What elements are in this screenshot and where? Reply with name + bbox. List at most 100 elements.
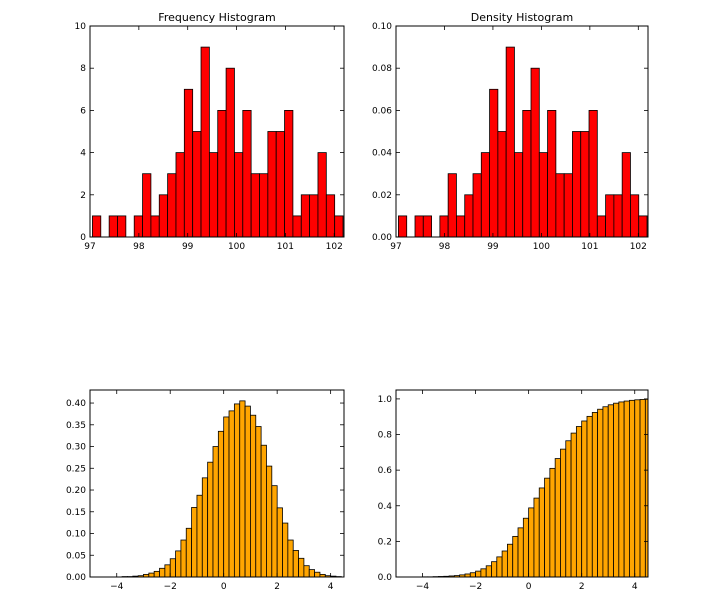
bar (148, 572, 155, 578)
bar (602, 406, 609, 578)
bar (501, 550, 508, 578)
chart-density-histogram: 97 98 99 100 101 102 0.00 0.02 0.04 0.06 0.08 0.10 D… (372, 11, 649, 252)
bar (150, 215, 160, 238)
bar (618, 401, 625, 578)
bar (629, 399, 636, 578)
bar (175, 152, 185, 238)
bar (591, 412, 598, 578)
bar (639, 399, 646, 578)
bar (580, 131, 590, 238)
x-tick-label: 0 (526, 582, 532, 592)
bar (217, 110, 227, 238)
bar (158, 194, 169, 238)
bar (491, 561, 498, 578)
x-tick-label: 102 (326, 242, 343, 252)
bar (200, 46, 210, 238)
x-tick-label: −4 (110, 582, 124, 592)
bar (533, 497, 540, 578)
x-tick-label: 0 (221, 582, 227, 592)
bar (287, 539, 294, 578)
bar (309, 194, 319, 238)
bar (242, 110, 252, 238)
bar (472, 173, 482, 238)
bar (547, 110, 557, 238)
bar (300, 194, 311, 238)
bar (298, 557, 305, 578)
x-tick-label: −4 (416, 582, 430, 592)
x-tick-label: 99 (487, 242, 499, 252)
bar (207, 461, 214, 578)
y-tick-label: 0.30 (66, 443, 86, 453)
chart-title: Density Histogram (471, 11, 573, 24)
bar (276, 507, 283, 578)
bar (325, 194, 336, 238)
bar (334, 215, 344, 238)
bar (196, 494, 203, 578)
x-tick-label: 97 (84, 242, 95, 252)
bar (292, 215, 302, 238)
y-tick-label: 0.06 (372, 106, 392, 116)
chart-cumulative-histogram: −4 −2 0 2 4 0.0 0.2 0.4 0.6 0.8 1.0 (378, 389, 649, 592)
chart-frequency-histogram: 97 98 99 100 101 102 0 2 4 6 8 10 Frequency Histogra… (75, 11, 345, 252)
bar (108, 215, 118, 238)
y-tick-label: 0.35 (66, 421, 86, 431)
x-tick-label: 98 (439, 242, 451, 252)
bar (607, 404, 614, 578)
chart-normal-histogram: −4 −2 0 2 4 0.00 0.05 0.10 0.15 0.20 0.25 0.30 0.35 0… (66, 389, 345, 592)
bar (475, 570, 482, 578)
bar (284, 110, 294, 238)
x-tick-label: 102 (630, 242, 647, 252)
y-tick-label: 0.4 (378, 502, 393, 512)
x-tick-label: 99 (182, 242, 194, 252)
y-tick-label: 0.40 (66, 399, 86, 409)
bar (250, 173, 260, 238)
bar (192, 131, 202, 238)
bar (266, 465, 273, 578)
plot-frame (395, 389, 649, 578)
bar (586, 415, 593, 578)
y-tick-label: 10 (75, 22, 87, 32)
bar (613, 194, 623, 238)
bar (164, 564, 171, 578)
y-tick-label: 4 (80, 149, 86, 159)
bar (233, 403, 241, 578)
x-tick-label: 4 (328, 582, 334, 592)
bar (169, 558, 176, 578)
y-tick-label: 1.0 (378, 395, 393, 405)
bar (605, 194, 615, 238)
bar (464, 194, 474, 238)
x-tick-label: 101 (581, 242, 598, 252)
bar (572, 131, 582, 238)
bar (507, 543, 514, 578)
chart-title: Frequency Histogram (158, 11, 275, 24)
y-tick-label: 0.02 (372, 191, 392, 201)
bar (563, 173, 573, 238)
bar (489, 88, 499, 238)
bar (303, 565, 310, 578)
bar (456, 215, 466, 238)
bar (514, 152, 524, 238)
bar (185, 527, 192, 578)
bar (228, 410, 235, 578)
bar (244, 405, 251, 578)
bar (447, 173, 457, 238)
y-tick-label: 6 (80, 106, 86, 116)
bar (480, 568, 487, 578)
bar (282, 522, 289, 578)
x-tick-label: 4 (632, 582, 638, 592)
x-tick-label: 100 (533, 242, 550, 252)
y-tick-label: 0.00 (66, 573, 86, 583)
bar (398, 215, 408, 238)
bar (544, 477, 551, 578)
bar (260, 444, 267, 578)
y-tick-label: 0.25 (66, 464, 86, 474)
bar (250, 414, 257, 578)
bar (292, 550, 299, 578)
bar (505, 46, 515, 238)
y-tick-label: 0.04 (372, 149, 392, 159)
bar (554, 458, 561, 578)
bar (512, 535, 519, 578)
bar (597, 408, 604, 578)
bar (530, 67, 540, 238)
